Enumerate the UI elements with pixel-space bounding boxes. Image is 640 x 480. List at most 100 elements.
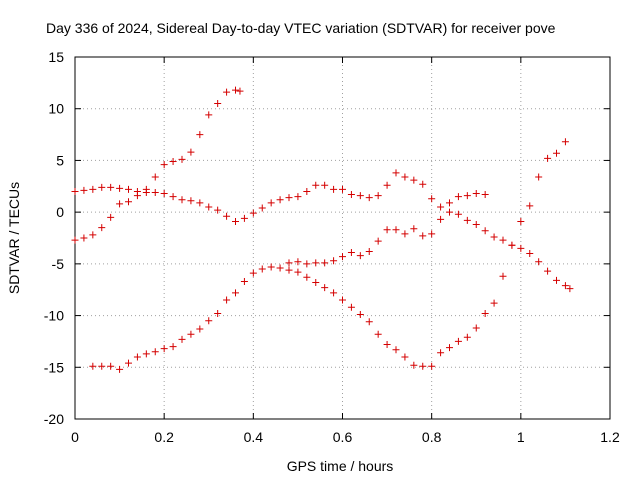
data-point: [125, 198, 132, 206]
series-2: [71, 169, 489, 225]
data-point: [374, 330, 382, 338]
data-point: [481, 227, 489, 235]
data-point: [303, 260, 311, 268]
data-point: [142, 350, 150, 358]
data-point: [169, 157, 177, 165]
data-point: [89, 362, 97, 370]
data-point: [526, 250, 534, 258]
y-tick-label: 5: [56, 152, 64, 168]
data-point: [517, 244, 525, 252]
data-point: [232, 217, 239, 225]
chart-title: Day 336 of 2024, Sidereal Day-to-day VTE…: [46, 20, 556, 36]
data-point: [151, 173, 159, 181]
data-point: [303, 187, 311, 195]
data-point: [276, 196, 284, 204]
data-point: [160, 161, 168, 169]
x-tick-label: 0: [71, 429, 79, 445]
data-point: [80, 186, 88, 194]
data-point: [508, 241, 516, 249]
data-point: [98, 362, 106, 370]
data-point: [107, 213, 115, 221]
data-point: [276, 264, 284, 272]
data-point: [240, 214, 248, 222]
data-point: [285, 259, 293, 267]
data-point: [321, 284, 329, 292]
data-point: [330, 185, 338, 193]
data-point: [107, 362, 115, 370]
grid-lines: [75, 57, 610, 419]
data-point: [178, 155, 186, 163]
data-point: [401, 173, 409, 181]
data-point: [392, 346, 400, 354]
data-point: [205, 111, 213, 119]
data-point: [446, 199, 453, 207]
data-point: [71, 236, 79, 244]
x-tick-label: 0.2: [154, 429, 174, 445]
data-point: [365, 318, 373, 326]
data-point: [214, 310, 222, 318]
data-point: [553, 149, 560, 157]
data-point: [454, 193, 462, 201]
y-tick-label: 15: [48, 49, 64, 65]
data-point: [419, 362, 427, 370]
data-point: [392, 169, 400, 177]
data-point: [214, 206, 222, 214]
x-tick-label: 0.8: [422, 429, 442, 445]
data-point: [98, 224, 106, 232]
data-point: [499, 236, 507, 244]
data-point: [347, 303, 355, 311]
data-point: [294, 258, 302, 266]
data-point: [133, 353, 141, 361]
data-point: [428, 230, 436, 238]
data-point: [151, 188, 159, 196]
data-point: [490, 299, 498, 307]
data-point: [205, 317, 213, 325]
data-point: [258, 265, 266, 273]
y-axis: -20 -15 -10 -5 0 5 10 15: [44, 49, 610, 427]
data-point: [89, 185, 97, 193]
data-point: [312, 278, 320, 286]
series-3: [89, 138, 569, 373]
data-point: [107, 183, 115, 191]
data-point: [223, 296, 231, 304]
data-point: [196, 131, 204, 139]
data-point: [365, 194, 373, 202]
x-tick-label: 1: [517, 429, 525, 445]
y-tick-label: -10: [44, 308, 64, 324]
data-point: [232, 86, 239, 94]
data-point: [561, 282, 569, 290]
data-point: [321, 181, 329, 189]
data-point: [526, 202, 534, 210]
data-point: [249, 269, 257, 277]
data-point: [446, 344, 453, 352]
data-point: [267, 263, 275, 271]
data-point: [285, 194, 293, 202]
data-point: [312, 181, 320, 189]
data-point: [490, 233, 498, 241]
data-point: [116, 365, 124, 373]
data-point: [544, 267, 552, 275]
data-point: [374, 192, 382, 200]
data-point: [160, 345, 168, 353]
data-point: [196, 199, 204, 207]
data-point: [178, 196, 186, 204]
data-point: [356, 311, 364, 319]
data-point: [463, 192, 471, 200]
x-axis-label: GPS time / hours: [287, 458, 394, 474]
data-point: [249, 209, 257, 217]
y-tick-label: -20: [44, 411, 64, 427]
data-point: [561, 138, 569, 146]
data-point: [463, 216, 471, 224]
data-point: [481, 310, 489, 318]
data-point: [321, 259, 329, 267]
data-point: [428, 362, 436, 370]
data-point: [80, 234, 88, 242]
y-tick-label: 10: [48, 101, 64, 117]
data-point: [544, 154, 552, 162]
data-point: [312, 259, 320, 267]
data-point: [437, 349, 445, 357]
data-point: [472, 324, 480, 332]
data-point: [178, 335, 186, 343]
data-point: [205, 203, 213, 211]
